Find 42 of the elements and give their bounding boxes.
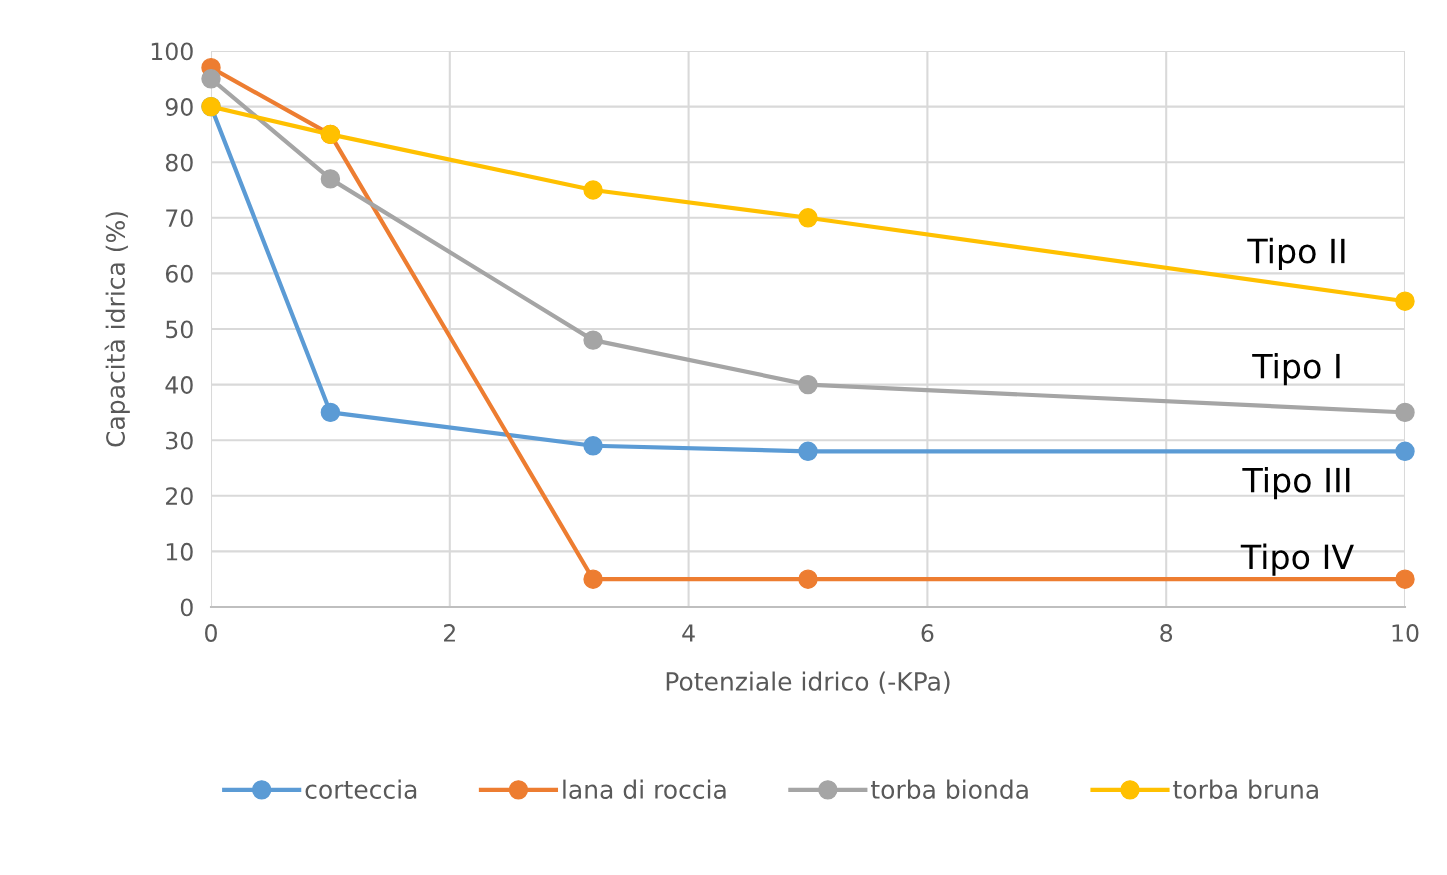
legend-label: torba bionda xyxy=(871,779,1028,799)
point xyxy=(798,374,818,395)
annotation: Tipo II xyxy=(1247,237,1345,271)
x-tick-label: 8 xyxy=(1160,624,1173,642)
y-tick-label: 90 xyxy=(165,98,193,116)
point xyxy=(320,402,341,423)
legend-label: lana di roccia xyxy=(563,779,726,799)
point xyxy=(583,436,603,456)
point xyxy=(583,180,603,200)
y-tick-label: 30 xyxy=(166,431,193,450)
point xyxy=(1395,402,1415,423)
x-tick-label: 6 xyxy=(921,624,934,642)
y-tick-label: 20 xyxy=(166,487,193,506)
point xyxy=(583,569,603,589)
point xyxy=(798,208,818,228)
y-tick-label: 80 xyxy=(165,153,193,172)
legend-label: corteccia xyxy=(305,779,417,799)
y-tick-label: 50 xyxy=(166,320,193,339)
annotation: Tipo IV xyxy=(1240,543,1354,576)
y-tick-label: 70 xyxy=(166,209,193,228)
annotation: Tipo I xyxy=(1252,352,1340,386)
point xyxy=(1395,569,1415,589)
annotation: Tipo III xyxy=(1242,466,1350,500)
x-tick-label: 4 xyxy=(682,624,695,642)
y-tick-label: 100 xyxy=(151,42,193,61)
x-tick-label: 0 xyxy=(205,624,217,642)
y-tick-label: 40 xyxy=(165,376,193,394)
x-tick-label: 10 xyxy=(1392,624,1419,642)
y-tick-label: 10 xyxy=(166,542,193,561)
point xyxy=(1395,291,1415,311)
y-tick-label: 60 xyxy=(165,264,193,283)
y-tick-label: 0 xyxy=(180,598,193,617)
point xyxy=(1395,441,1415,462)
y-axis-title: Capacità idrica (%) xyxy=(104,212,130,447)
point xyxy=(583,330,603,350)
point xyxy=(320,169,341,189)
x-tick-label: 2 xyxy=(444,624,455,642)
point xyxy=(798,569,818,589)
point xyxy=(798,441,818,462)
point xyxy=(201,69,221,89)
x-axis-title: Potenziale idrico (-KPa) xyxy=(666,671,950,694)
legend-label: torba bruna xyxy=(1173,779,1318,799)
